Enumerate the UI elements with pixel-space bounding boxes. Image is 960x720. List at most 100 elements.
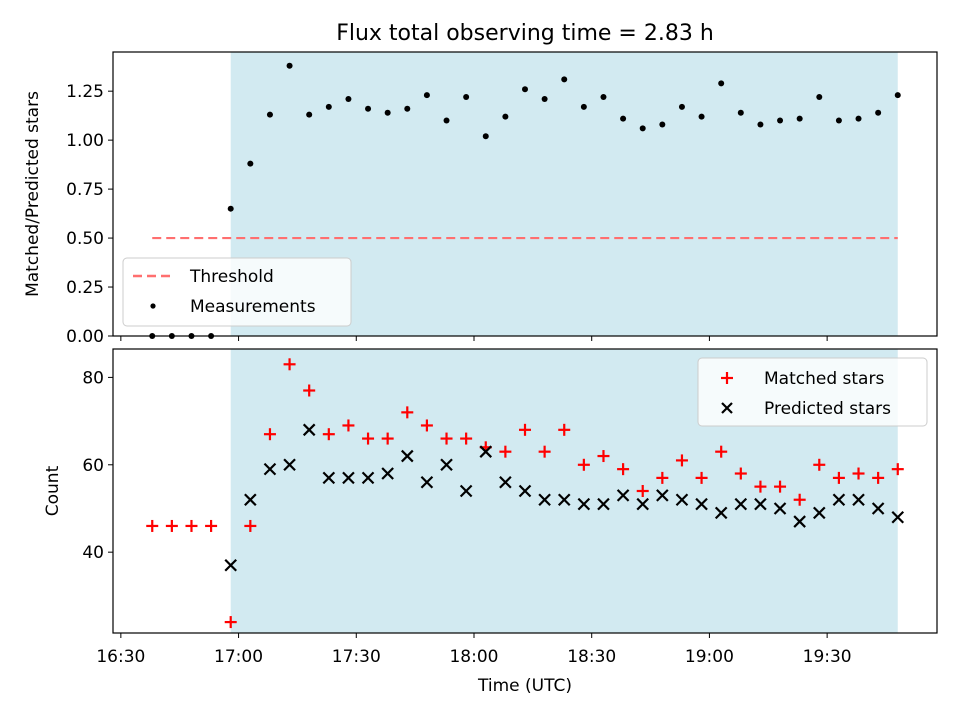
matched-star-point (675, 454, 688, 467)
predicted-star-point (734, 497, 748, 511)
matched-star-point (558, 423, 571, 436)
y-tick-label: 60 (82, 456, 104, 476)
matched-star-point (165, 519, 178, 532)
legend-matched-swatch (721, 372, 733, 384)
measurement-point (757, 121, 764, 128)
matched-star-point (519, 423, 531, 436)
measurement-point (580, 103, 587, 110)
measurement-point (835, 117, 842, 124)
matched-star-point (617, 463, 630, 476)
matched-star-point (695, 471, 708, 484)
predicted-star-point (871, 502, 885, 515)
measurement-point (561, 76, 568, 83)
measurement-point (463, 94, 470, 101)
predicted-star-point (832, 493, 846, 507)
predicted-star-point (597, 497, 610, 511)
top-panel: 0.00 0.25 0.50 0.75 1.00 1.25 Matched/Predict… (23, 51, 938, 347)
predicted-star-point (440, 458, 453, 472)
chart-title: Flux total observing time = 2.83 h (336, 21, 714, 46)
predicted-star-point (793, 515, 806, 528)
bottom-axes-frame (112, 348, 938, 634)
top-y-axis-label: Matched/Predicted stars (23, 91, 43, 297)
predicted-star-point (459, 484, 473, 498)
bottom-panel: 40 60 80 16:30 17:00 17:30 18:00 18:30 19:00 19:… (43, 348, 938, 696)
measurement-point (227, 205, 234, 212)
measurement-point (365, 105, 372, 112)
predicted-star-point (499, 475, 512, 489)
predicted-star-point (518, 484, 532, 498)
predicted-star-point (381, 467, 394, 480)
legend-threshold-label: Threshold (189, 267, 274, 287)
predicted-star-point (773, 502, 787, 515)
measurement-point (620, 115, 627, 122)
x-tick-label: 18:30 (567, 647, 616, 667)
matched-star-point (440, 432, 453, 445)
predicted-star-point (342, 471, 355, 485)
matched-star-point (715, 445, 728, 458)
measurement-point (894, 92, 901, 99)
y-tick-label: 0.75 (66, 180, 104, 200)
top-legend: Threshold Measurements (122, 257, 352, 327)
measurement-point (306, 111, 313, 118)
predicted-star-point (224, 558, 237, 572)
measurement-point (678, 103, 685, 110)
matched-star-point (303, 384, 316, 397)
matched-star-point (420, 419, 433, 432)
x-axis-label: Time (UTC) (477, 676, 572, 696)
matched-star-point (205, 519, 218, 532)
measurement-point (737, 109, 744, 116)
matched-star-point (185, 519, 198, 532)
y-tick-label: 1.25 (66, 82, 104, 102)
predicted-star-point (852, 493, 865, 507)
measurement-point (423, 92, 430, 99)
measurement-point (777, 117, 784, 124)
measurement-point (404, 105, 411, 112)
bottom-legend: Matched stars Predicted stars (697, 357, 928, 427)
predicted-star-point (322, 471, 336, 485)
matched-star-point (263, 428, 276, 441)
legend-measurements-label: Measurements (190, 297, 316, 317)
matched-star-point (460, 432, 473, 445)
y-tick-label: 0.00 (66, 327, 104, 347)
matched-star-point (872, 471, 885, 484)
x-tick-label: 17:30 (332, 647, 381, 667)
legend-predicted-swatch (721, 402, 733, 414)
predicted-star-point (420, 475, 434, 489)
predicted-star-point (656, 489, 669, 502)
legend-matched-label: Matched stars (764, 369, 884, 389)
predicted-star-point (695, 497, 708, 511)
measurement-point (345, 96, 352, 103)
predicted-star-point (891, 510, 905, 524)
matched-star-point (401, 406, 414, 419)
measurement-point (659, 121, 666, 128)
x-tick-label: 17:00 (214, 647, 263, 667)
measurement-point (855, 115, 862, 122)
matched-star-point (342, 419, 355, 432)
measurement-point (796, 115, 803, 122)
measurement-point (541, 96, 548, 103)
measurement-point (482, 133, 489, 140)
measurement-point (443, 117, 450, 124)
predicted-star-point (263, 462, 277, 476)
measurement-point (816, 94, 823, 101)
measurement-point (286, 62, 293, 69)
matched-star-point (381, 432, 394, 445)
matched-star-point (734, 467, 747, 480)
predicted-star-point (244, 493, 257, 507)
matched-star-point (224, 616, 237, 629)
measurement-point (502, 113, 509, 120)
y-tick-label: 0.50 (66, 229, 104, 249)
y-tick-label: 40 (82, 543, 104, 563)
matched-star-point (322, 428, 335, 441)
predicted-star-point (754, 497, 767, 511)
measurement-point (600, 94, 607, 101)
x-tick-label: 19:30 (803, 647, 852, 667)
measurement-point (718, 80, 725, 87)
measurement-point (698, 113, 705, 120)
predicted-star-point (577, 497, 591, 511)
predicted-star-point (361, 471, 375, 485)
bottom-y-axis-label: Count (43, 465, 63, 516)
matched-star-point (577, 458, 590, 471)
matched-star-point (244, 519, 257, 532)
